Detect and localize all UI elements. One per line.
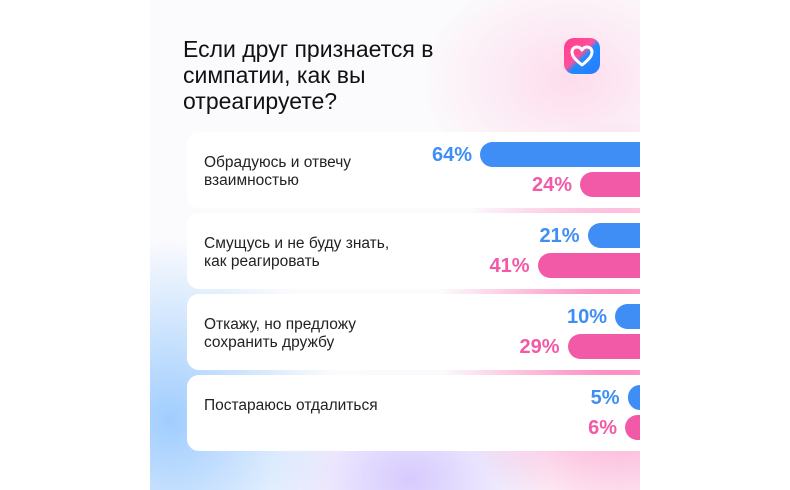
- value-label-series-a: 64%: [431, 144, 472, 166]
- answer-label: Обрадуюсь и отвечу взаимностью: [204, 154, 352, 189]
- value-label-series-b: 41%: [489, 255, 530, 277]
- value-label-series-b: 6%: [588, 417, 617, 439]
- answer-row: Обрадуюсь и отвечу взаимностью 64% 24%: [187, 132, 640, 208]
- value-label-series-a: 10%: [566, 306, 607, 328]
- bar-series-b: [537, 253, 640, 278]
- bar-series-a: [587, 223, 640, 248]
- value-label-series-b: 29%: [519, 336, 560, 358]
- answer-label: Смущусь и не буду знать, как реагировать: [204, 235, 390, 270]
- value-label-series-b: 24%: [531, 174, 572, 196]
- answer-label: Откажу, но предложу сохранить дружбу: [204, 316, 357, 351]
- bar-series-a: [627, 385, 640, 410]
- answer-label: Постараюсь отдалиться: [204, 397, 378, 414]
- value-label-series-a: 5%: [590, 387, 620, 409]
- answer-row: Смущусь и не буду знать, как реагировать…: [187, 213, 640, 289]
- bar-series-a: [480, 142, 640, 167]
- value-label-series-a: 21%: [539, 225, 580, 247]
- heart-icon: [570, 45, 594, 67]
- app-logo: [564, 38, 600, 74]
- answer-row: Откажу, но предложу сохранить дружбу 10%…: [187, 294, 640, 370]
- answer-row: Постараюсь отдалиться 5% 6%: [187, 375, 640, 451]
- bar-series-a: [615, 304, 640, 329]
- poll-card: Если друг признается в симпатии, как вы …: [150, 0, 640, 490]
- bar-series-b: [580, 172, 640, 197]
- bar-series-b: [625, 415, 640, 440]
- chart-title: Если друг признается в симпатии, как вы …: [183, 36, 434, 114]
- bar-series-b: [567, 334, 640, 359]
